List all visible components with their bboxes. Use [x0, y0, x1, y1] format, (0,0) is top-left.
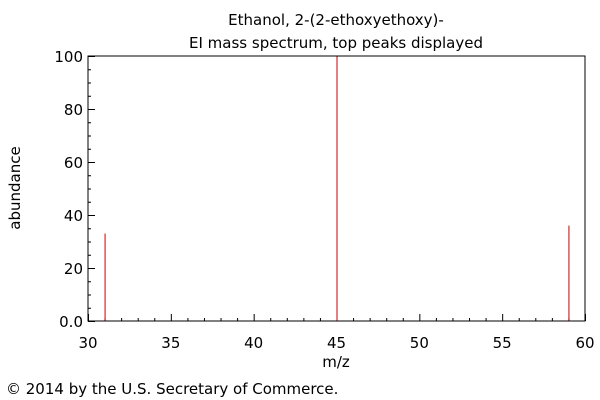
axis-ticks: 30 35 40 45 50 55 60 0.0 20 40 60 80 100: [54, 48, 594, 352]
x-tick-label: 35: [161, 334, 180, 352]
y-tick-label: 100: [54, 48, 83, 66]
y-tick-label: 60: [64, 154, 83, 172]
y-tick-label: 80: [64, 101, 83, 119]
chart-title: Ethanol, 2-(2-ethoxyethoxy)-: [228, 11, 444, 29]
x-tick-label: 55: [493, 334, 512, 352]
x-tick-label: 60: [575, 334, 594, 352]
y-tick-label: 20: [64, 260, 83, 278]
peaks-layer: [104, 56, 570, 321]
x-tick-label: 30: [78, 334, 97, 352]
x-tick-label: 50: [410, 334, 429, 352]
y-tick-label: 0.0: [59, 313, 83, 331]
x-tick-label: 45: [327, 334, 346, 352]
y-axis-label: abundance: [6, 146, 24, 229]
copyright-notice: © 2014 by the U.S. Secretary of Commerce…: [6, 380, 339, 398]
chart-subtitle: EI mass spectrum, top peaks displayed: [189, 34, 483, 52]
y-tick-label: 40: [64, 207, 83, 225]
plot-frame: [87, 55, 586, 322]
x-tick-label: 40: [244, 334, 263, 352]
x-axis-label: m/z: [322, 353, 350, 371]
